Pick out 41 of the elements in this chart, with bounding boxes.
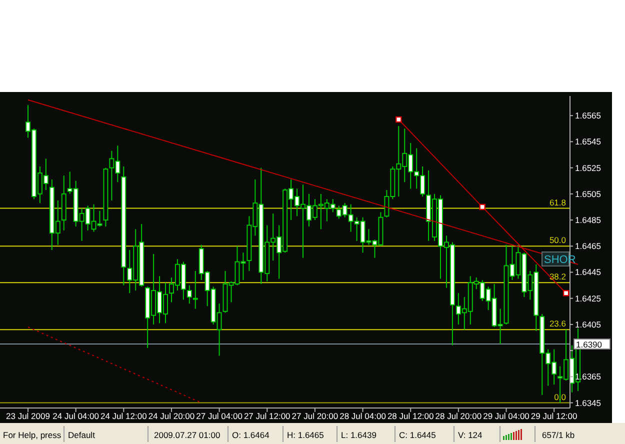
annotation: 23.6 xyxy=(549,318,566,329)
y-tick-label: 1.6565 xyxy=(575,110,602,121)
y-tick-label: 1.6525 xyxy=(575,162,602,173)
text: L: 1.6439 xyxy=(341,430,377,440)
text: 2009.07.27 01:00 xyxy=(154,430,220,440)
text: O: 1.6464 xyxy=(232,430,270,440)
annotation: 38.2 xyxy=(549,272,566,282)
text: V: 124 xyxy=(458,430,483,440)
y-tick-label: 1.6465 xyxy=(575,241,602,252)
ref-line-label: 1.6390 xyxy=(576,340,602,350)
y-tick-label: 1.6505 xyxy=(575,188,602,199)
y-tick-label: 1.6345 xyxy=(575,398,602,408)
x-tick-label: 28 Jul 20:00 xyxy=(435,411,482,421)
point xyxy=(479,204,486,210)
x-tick-label: 27 Jul 04:00 xyxy=(196,411,243,421)
x-tick-label: 24 Jul 20:00 xyxy=(148,411,195,421)
x-tick-label: 27 Jul 20:00 xyxy=(292,411,338,421)
point xyxy=(396,116,402,123)
x-tick-label: 29 Jul 12:00 xyxy=(530,411,578,421)
annotation: 50.0 xyxy=(549,235,566,246)
x-tick-label: 28 Jul 04:00 xyxy=(340,411,386,421)
x-tick-label: 27 Jul 12:00 xyxy=(244,411,291,421)
x-tick-label: 29 Jul 04:00 xyxy=(483,411,530,421)
y-tick-label: 1.6405 xyxy=(575,319,602,330)
x-tick-label: 24 Jul 04:00 xyxy=(52,411,100,421)
x-tick-label: 24 Jul 12:00 xyxy=(100,411,148,421)
text: 657/1 kb xyxy=(542,430,575,440)
y-tick-label: 1.6445 xyxy=(575,267,602,278)
y-tick-label: 1.6545 xyxy=(575,136,602,147)
x-tick-label: 23 Jul 2009 xyxy=(6,411,50,421)
annotation: 61.8 xyxy=(549,197,566,208)
x-tick-label: 28 Jul 12:00 xyxy=(387,411,434,421)
text: C: 1.6445 xyxy=(399,430,436,440)
point xyxy=(562,290,570,296)
candlestick xyxy=(186,284,192,304)
text: For Help, press xyxy=(3,430,62,440)
text: H: 1.6465 xyxy=(287,430,324,440)
text: Default xyxy=(68,430,96,440)
y-tick-label: 1.6425 xyxy=(575,293,602,304)
y-tick-label: 1.6485 xyxy=(575,215,602,226)
candlestick xyxy=(192,270,198,310)
